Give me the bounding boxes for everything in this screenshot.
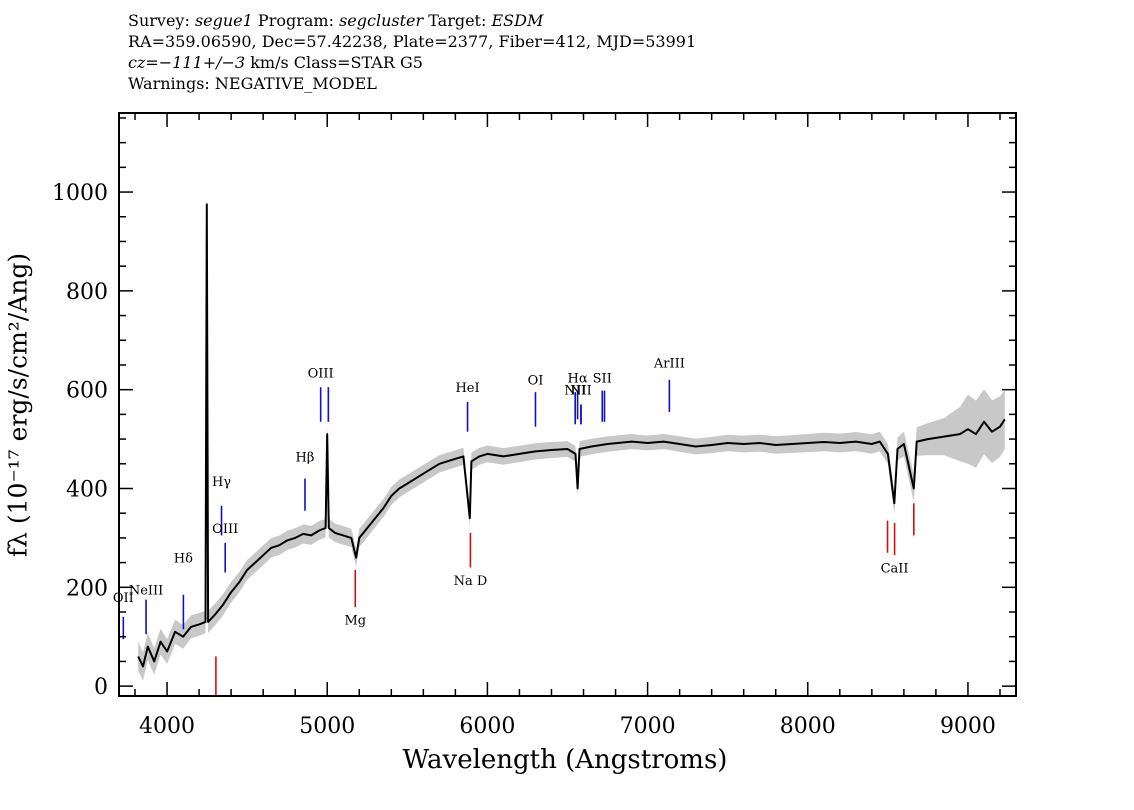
emission-line-label-10: NII <box>564 384 586 399</box>
header-line-warnings: Warnings: NEGATIVE_MODEL <box>128 74 377 93</box>
spectrum-header: Survey: segue1 Program: segcluster Targe… <box>128 10 696 94</box>
survey-value: segue1 <box>194 11 253 30</box>
flux-series-line <box>137 203 1006 668</box>
class-value: km/s Class=STAR G5 <box>250 53 423 72</box>
header-line-redshift: cz=−111+/−3 km/s Class=STAR G5 <box>128 52 696 73</box>
plot-frame <box>118 112 1017 697</box>
redshift-value: cz=−111+/−3 <box>128 53 246 72</box>
target-label: Target: <box>428 11 487 30</box>
y-tick-label: 400 <box>66 477 108 502</box>
header-line-coordinates: RA=359.06590, Dec=57.42238, Plate=2377, … <box>128 32 697 51</box>
emission-line-label-4: OIII <box>212 522 238 537</box>
x-tick-label: 6000 <box>459 714 515 739</box>
emission-line-label-3: Hγ <box>212 475 231 490</box>
x-tick-label: 8000 <box>780 714 836 739</box>
y-tick-label: 800 <box>66 280 108 305</box>
program-value: segcluster <box>339 11 424 30</box>
emission-line-label-6: OIII <box>308 366 334 381</box>
x-tick-label: 9000 <box>940 714 996 739</box>
emission-line-label-13: NII <box>570 384 592 399</box>
program-label: Program: <box>257 11 334 30</box>
emission-line-label-8: HeI <box>455 381 479 396</box>
target-value: ESDM <box>491 11 544 30</box>
header-line-survey: Survey: segue1 Program: segcluster Targe… <box>128 10 696 31</box>
x-tick-label: 4000 <box>139 714 195 739</box>
emission-line-label-1: NeIII <box>129 584 163 599</box>
emission-line-label-16: ArIII <box>653 356 685 371</box>
emission-line-label-5: Hβ <box>296 450 315 465</box>
y-tick-label: 200 <box>66 576 108 601</box>
emission-line-label-11: Hα <box>568 371 588 386</box>
absorption-line-label-1: Mg <box>344 613 366 628</box>
x-axis-title: Wavelength (Angstroms) <box>402 745 728 775</box>
y-tick-label: 1000 <box>52 181 108 206</box>
uncertainty-band <box>138 193 1005 681</box>
x-tick-label: 7000 <box>620 714 676 739</box>
y-tick-label: 0 <box>94 675 108 700</box>
emission-line-label-9: OI <box>528 374 544 389</box>
x-tick-label: 5000 <box>299 714 355 739</box>
y-tick-label: 600 <box>66 379 108 404</box>
y-axis-title: fλ (10⁻¹⁷ erg/s/cm²/Ang) <box>3 252 33 558</box>
absorption-line-label-2: Na D <box>454 574 488 589</box>
emission-line-label-14: SII <box>593 371 612 386</box>
emission-line-label-2: Hδ <box>174 552 193 567</box>
survey-label: Survey: <box>128 11 190 30</box>
absorption-line-label-4: CaII <box>881 561 909 576</box>
